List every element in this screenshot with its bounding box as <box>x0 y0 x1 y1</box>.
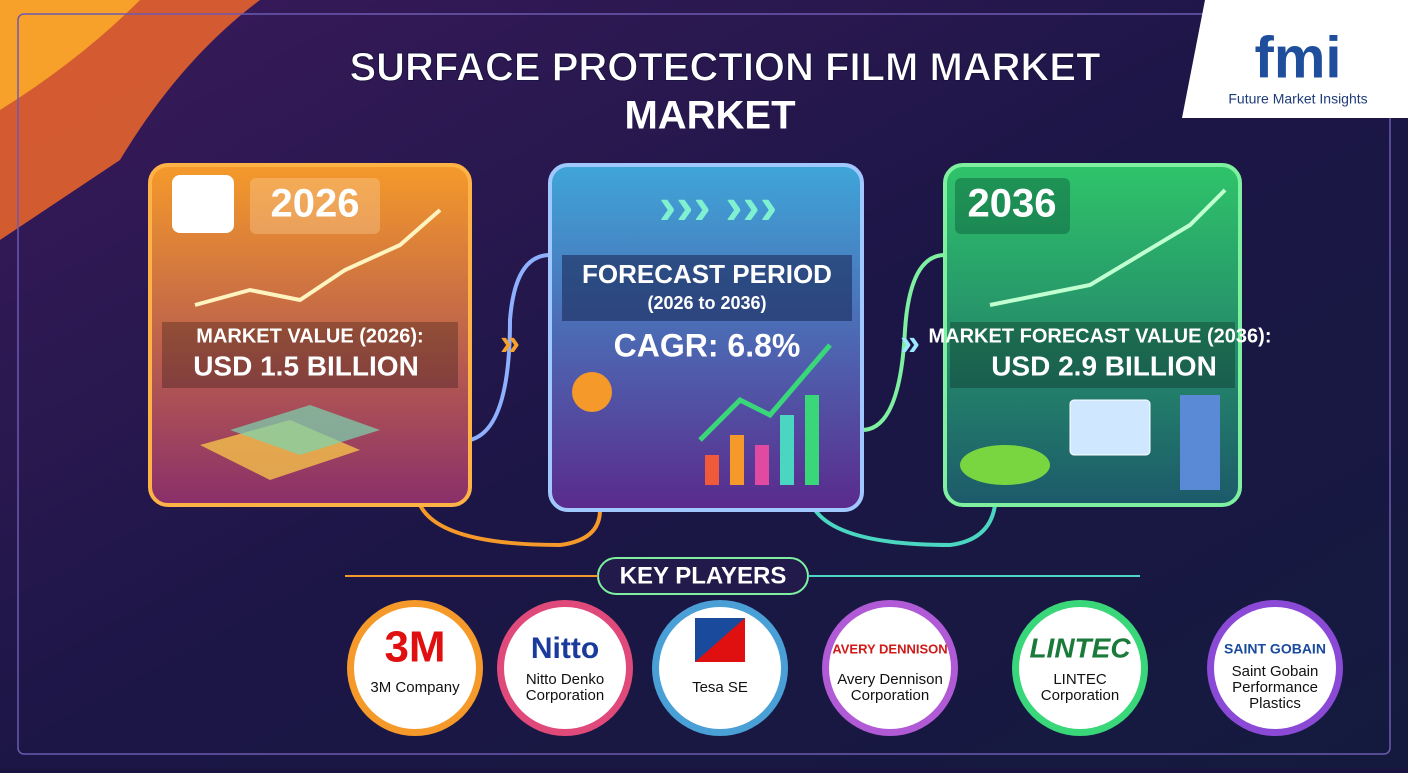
decor-bars <box>698 343 832 485</box>
player-badge <box>829 607 951 729</box>
player-name: Saint Gobain <box>1232 663 1319 680</box>
car-icon <box>960 445 1050 485</box>
title-band <box>562 255 852 321</box>
player-logo <box>695 618 745 662</box>
player-logo: 3M <box>384 623 445 672</box>
player-logo: Nitto <box>531 632 599 665</box>
calendar-icon <box>172 175 234 233</box>
title: SURFACE PROTECTION FILM MARKET <box>349 46 1100 90</box>
player-badge <box>1019 607 1141 729</box>
year: 2036 <box>968 182 1057 226</box>
frame <box>17 13 1391 755</box>
player-name: Plastics <box>1249 695 1301 712</box>
connector <box>813 504 997 548</box>
logo-name: Future Market Insights <box>1228 91 1367 107</box>
player-name: Corporation <box>526 687 604 704</box>
arrow-icon: » <box>500 322 520 363</box>
panel-value: USD 1.5 BILLION <box>193 350 419 381</box>
panel-label: MARKET FORECAST VALUE (2036): <box>929 325 1272 347</box>
panel <box>943 163 1242 507</box>
section-title: KEY PLAYERS <box>620 562 787 589</box>
player-logo: SAINT GOBAIN <box>1224 641 1326 657</box>
player-name: LINTEC <box>1053 671 1107 688</box>
film-illustration <box>230 405 380 455</box>
player-badge <box>504 607 626 729</box>
panel-label: MARKET VALUE (2026): <box>196 325 423 347</box>
player-name: Tesa SE <box>692 679 748 696</box>
year: 2026 <box>271 182 360 226</box>
player-badge <box>354 607 476 729</box>
logo-box <box>1182 0 1408 118</box>
connector <box>418 504 602 548</box>
decor-chart <box>194 208 442 307</box>
decor-chart <box>989 188 1227 307</box>
connector <box>469 253 551 442</box>
player-name: 3M Company <box>370 679 460 696</box>
player-badge <box>659 607 781 729</box>
panel-value: CAGR: 6.8% <box>614 327 801 363</box>
player-name: Corporation <box>1041 687 1119 704</box>
title: MARKET <box>624 94 795 138</box>
building-icon <box>1180 395 1220 490</box>
logo-mark: fmi <box>1255 25 1342 90</box>
year-box <box>250 178 380 234</box>
player-logo: AVERY DENNISON <box>832 641 947 656</box>
player-name: Performance <box>1232 679 1318 696</box>
arrow-icon: » <box>900 322 920 363</box>
value-band <box>162 322 458 388</box>
player-name: Avery Dennison <box>837 671 943 688</box>
chevrons: ››› ››› <box>659 178 777 236</box>
player-logo: LINTEC <box>1029 632 1131 663</box>
panel-value: USD 2.9 BILLION <box>991 350 1217 381</box>
player-badge <box>1214 607 1336 729</box>
decor <box>0 0 140 110</box>
panel-subtitle: (2026 to 2036) <box>647 293 766 313</box>
panel-title: FORECAST PERIOD <box>582 259 832 289</box>
connector <box>861 253 946 432</box>
player-name: Nitto Denko <box>526 671 604 688</box>
player-name: Corporation <box>851 687 929 704</box>
monitor-icon <box>1069 399 1151 456</box>
year-box <box>955 178 1070 234</box>
pie-icon <box>572 372 612 412</box>
value-band <box>950 322 1235 388</box>
